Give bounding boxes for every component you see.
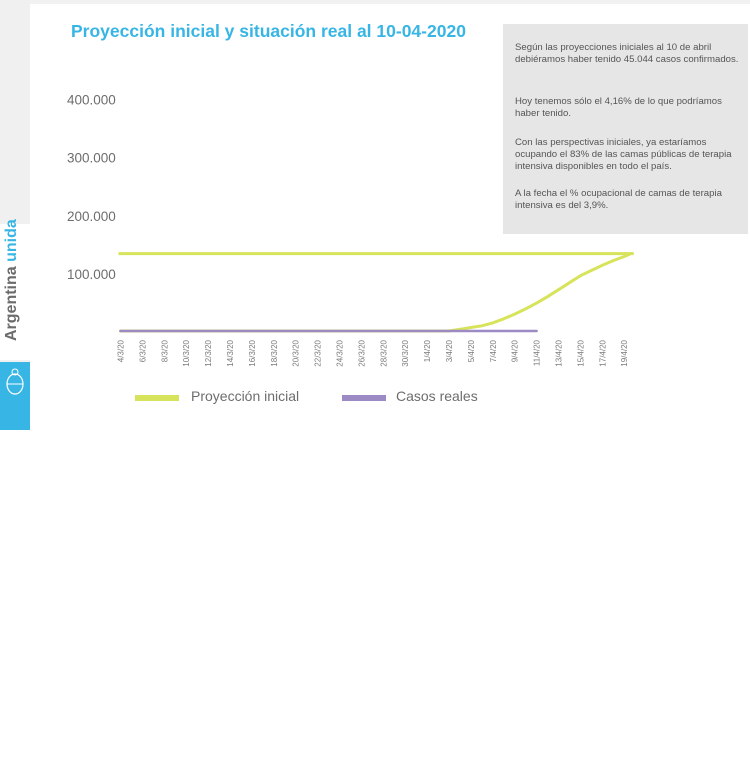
x-tick-label: 17/4/20 (598, 339, 607, 366)
x-tick-label: 11/4/20 (533, 339, 542, 366)
crest-line2: Presidencia (1, 774, 29, 780)
y-tick-label: 200.000 (67, 209, 116, 224)
x-tick-label: 19/4/20 (620, 339, 629, 366)
x-tick-label: 4/3/20 (117, 339, 126, 362)
x-tick-label: 20/3/20 (292, 339, 301, 366)
x-tick-label: 15/4/20 (576, 339, 585, 366)
x-tick-label: 28/3/20 (379, 339, 388, 366)
x-tick-label: 24/3/20 (336, 339, 345, 366)
crest-caption: Argentina Presidencia (0, 768, 30, 780)
x-tick-label: 12/3/20 (204, 339, 213, 366)
x-tick-label: 14/3/20 (226, 339, 235, 366)
sidebar-brand-panel (0, 224, 30, 360)
x-tick-label: 10/3/20 (182, 339, 191, 366)
page-title: Proyección inicial y situación real al 1… (71, 21, 466, 41)
x-tick-label: 8/3/20 (160, 339, 169, 362)
x-tick-label: 9/4/20 (511, 339, 520, 362)
note-paragraph-3: Con las perspectivas iniciales, ya estar… (515, 137, 732, 172)
series-line-projection (119, 252, 633, 333)
note-paragraph-2: Hoy tenemos sólo el 4,16% de lo que podr… (515, 96, 722, 119)
x-tick-label: 5/4/20 (467, 339, 476, 362)
x-tick-label: 13/4/20 (555, 339, 564, 366)
y-tick-label: 300.000 (67, 151, 116, 166)
x-tick-label: 30/3/20 (401, 339, 410, 366)
legend-label-projection: Proyección inicial (191, 388, 300, 404)
x-tick-label: 7/4/20 (489, 339, 498, 362)
top-border (0, 0, 750, 4)
x-tick-label: 18/3/20 (270, 339, 279, 366)
x-tick-label: 16/3/20 (248, 339, 257, 366)
note-paragraph-4: A la fecha el % ocupacional de camas de … (515, 188, 722, 211)
x-tick-label: 26/3/20 (357, 339, 366, 366)
legend-swatch-real (342, 395, 386, 401)
x-tick-label: 6/3/20 (138, 339, 147, 362)
x-tick-label: 3/4/20 (445, 339, 454, 362)
chart-canvas: 100.000 200.000 300.000 400.000 4/3/20 6/3/20… (67, 92, 634, 367)
legend-swatch-projection (135, 395, 179, 401)
y-tick-label: 400.000 (67, 92, 116, 107)
x-tick-label: 22/3/20 (314, 339, 323, 366)
note-paragraph-1: Según las proyecciones iniciales al 10 d… (515, 42, 739, 65)
legend-label-real: Casos reales (396, 388, 478, 404)
x-tick-label: 1/4/20 (423, 339, 432, 362)
crest-icon (6, 368, 24, 395)
y-tick-label: 100.000 (67, 267, 116, 282)
notes-panel (503, 24, 748, 234)
